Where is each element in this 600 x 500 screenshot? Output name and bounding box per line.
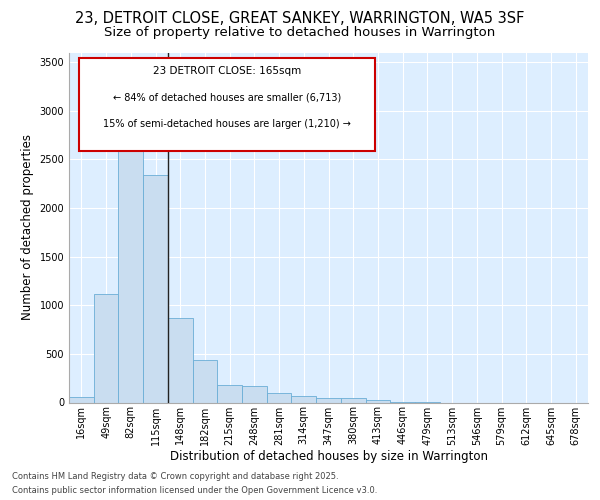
Bar — [143, 175, 168, 402]
Y-axis label: Number of detached properties: Number of detached properties — [21, 134, 34, 320]
Bar — [365, 400, 390, 402]
Text: Contains public sector information licensed under the Open Government Licence v3: Contains public sector information licen… — [12, 486, 377, 495]
Bar — [292, 396, 316, 402]
Bar — [118, 134, 143, 402]
Text: 15% of semi-detached houses are larger (1,210) →: 15% of semi-detached houses are larger (… — [103, 119, 351, 129]
Bar — [341, 398, 365, 402]
Bar — [168, 318, 193, 402]
Text: 23, DETROIT CLOSE, GREAT SANKEY, WARRINGTON, WA5 3SF: 23, DETROIT CLOSE, GREAT SANKEY, WARRING… — [76, 11, 524, 26]
Bar — [69, 397, 94, 402]
Text: 23 DETROIT CLOSE: 165sqm: 23 DETROIT CLOSE: 165sqm — [153, 66, 301, 76]
X-axis label: Distribution of detached houses by size in Warrington: Distribution of detached houses by size … — [170, 450, 487, 463]
Bar — [267, 394, 292, 402]
Bar — [242, 386, 267, 402]
FancyBboxPatch shape — [79, 58, 375, 150]
Text: Size of property relative to detached houses in Warrington: Size of property relative to detached ho… — [104, 26, 496, 39]
Text: ← 84% of detached houses are smaller (6,713): ← 84% of detached houses are smaller (6,… — [113, 93, 341, 103]
Bar — [94, 294, 118, 403]
Text: Contains HM Land Registry data © Crown copyright and database right 2025.: Contains HM Land Registry data © Crown c… — [12, 472, 338, 481]
Bar — [316, 398, 341, 402]
Bar — [217, 386, 242, 402]
Bar — [193, 360, 217, 403]
